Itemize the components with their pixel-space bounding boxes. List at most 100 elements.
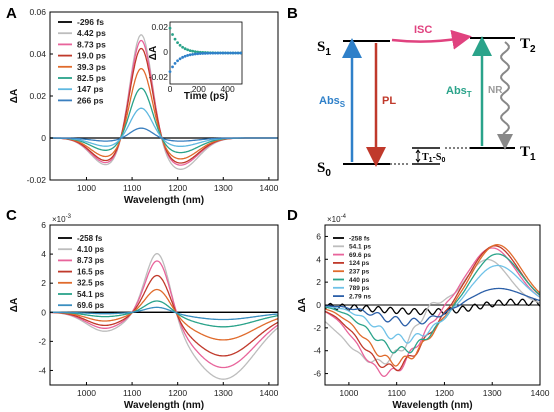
y-tick-label: -2 <box>38 336 46 346</box>
x-tick-label: 1300 <box>483 388 502 398</box>
panel-letter-c: C <box>6 207 17 224</box>
inset-point <box>171 33 174 36</box>
legend-entry: 54.1 ps <box>77 290 105 299</box>
inset-point <box>186 54 190 57</box>
inset-point <box>188 53 192 57</box>
energy-diagram: S1 S0 T2 T1 AbsS PL ISC AbsT NR T1-S0 <box>317 24 536 179</box>
x-tick-label: 1000 <box>77 183 96 193</box>
state-t1: T1 <box>520 144 536 163</box>
legend-entry: 39.3 ps <box>77 62 106 72</box>
panel-letter-b: B <box>287 5 298 22</box>
x-tick-label: 1000 <box>77 388 96 398</box>
y-tick-label: 0 <box>41 133 46 143</box>
nr-label: NR <box>488 85 503 96</box>
chart-a: 1000 1100 1200 1300 1400 -0.02 0 0.02 0.04 0.06 Wa… <box>9 7 279 206</box>
inset-point <box>211 51 215 55</box>
series-line <box>50 306 279 321</box>
inset-point <box>183 47 187 51</box>
panel-letter-d: D <box>287 207 298 224</box>
x-tick-label: 1200 <box>168 388 187 398</box>
panel-letter-a: A <box>6 5 17 22</box>
inset-point <box>234 51 237 55</box>
inset-point <box>226 51 230 55</box>
inset-point <box>213 51 217 55</box>
legend-entry: 4.10 ps <box>77 245 105 254</box>
state-s1: S1 <box>317 39 331 58</box>
nr-wavy-arrow <box>500 41 510 135</box>
y-axis-label: ΔA <box>9 89 20 103</box>
inset-x-axis-label: Time (ps) <box>184 91 228 102</box>
x-tick-label: 1300 <box>214 388 233 398</box>
y-tick-label: 2 <box>316 277 321 287</box>
y-tick-label: 2 <box>41 278 46 288</box>
y-tick-label: -6 <box>313 369 321 379</box>
pl-label: PL <box>382 95 396 107</box>
y-tick-label: -4 <box>38 365 46 375</box>
y-axis-label: ΔA <box>9 298 20 312</box>
inset-point <box>181 55 185 59</box>
inset-point <box>188 49 192 52</box>
series-line <box>324 258 541 365</box>
t1s0-gap-heads <box>415 149 421 163</box>
legend-entry: -296 fs <box>77 17 104 27</box>
inset-point <box>178 57 182 61</box>
legend-entry: -258 fs <box>77 234 103 243</box>
x-tick-label: 1300 <box>214 183 233 193</box>
y-tick-label: 0 <box>316 300 321 310</box>
inset-x-tick-label: 0 <box>168 84 173 94</box>
inset-point <box>201 52 205 55</box>
x-tick-label: 1400 <box>531 388 550 398</box>
legend-entry: 82.5 ps <box>77 73 106 83</box>
y-tick-label: 0.02 <box>29 91 46 101</box>
isc-label: ISC <box>414 24 432 36</box>
y-tick-label: 4 <box>41 249 46 259</box>
inset-point <box>196 52 200 56</box>
series-line <box>50 127 278 142</box>
legend-entry: 8.73 ps <box>77 256 105 265</box>
y-tick-label: 0.04 <box>29 49 46 59</box>
series-line <box>324 298 541 316</box>
legend-entry: 789 ps <box>349 285 370 292</box>
inset-point <box>173 61 177 65</box>
legend-entry: 124 ps <box>349 260 370 267</box>
chart-d: 1000 1100 1200 1300 1400 -6 -4 -2 0 2 4 6 Wavelength… <box>297 214 550 411</box>
y-axis-label: ΔA <box>297 298 308 312</box>
inset-point <box>168 26 172 30</box>
inset-point <box>191 49 195 53</box>
y-tick-label: 6 <box>316 231 321 241</box>
y-tick-label: -0.02 <box>27 175 47 185</box>
series-line <box>324 264 541 344</box>
legend-entry: 440 ps <box>349 277 370 284</box>
legend-entry: 4.42 ps <box>77 28 106 38</box>
series-line <box>50 260 279 369</box>
series-line <box>50 274 279 357</box>
inset-point <box>171 65 174 69</box>
abs-t-label: AbsT <box>446 85 472 99</box>
isc-arrow <box>391 29 472 50</box>
inset-point <box>231 51 235 55</box>
inset-x-tick-label: 400 <box>221 84 235 94</box>
state-t2: T2 <box>520 36 536 55</box>
axis-exponent: ×10-3 <box>52 214 72 224</box>
y-tick-label: -4 <box>313 346 321 356</box>
legend-entry: 8.73 ps <box>77 39 106 49</box>
y-tick-label: 6 <box>41 220 46 230</box>
inset-point <box>236 51 240 55</box>
axis-exponent: ×10-4 <box>327 214 347 224</box>
inset-point <box>193 52 197 56</box>
abs-s-label: AbsS <box>319 95 346 109</box>
series-line <box>324 247 541 378</box>
x-tick-label: 1200 <box>168 183 187 193</box>
inset-point <box>219 51 222 55</box>
state-s0: S0 <box>317 160 331 179</box>
inset-point <box>224 51 227 55</box>
inset-point <box>203 51 207 55</box>
inset-point <box>181 45 185 49</box>
legend-entry: 19.0 ps <box>77 51 106 61</box>
inset-point <box>191 52 195 56</box>
x-tick-label: 1100 <box>388 388 407 398</box>
legend-entry: 32.5 ps <box>77 279 105 288</box>
inset-y-axis-label: ΔA <box>148 46 159 60</box>
inset-point <box>208 51 212 55</box>
